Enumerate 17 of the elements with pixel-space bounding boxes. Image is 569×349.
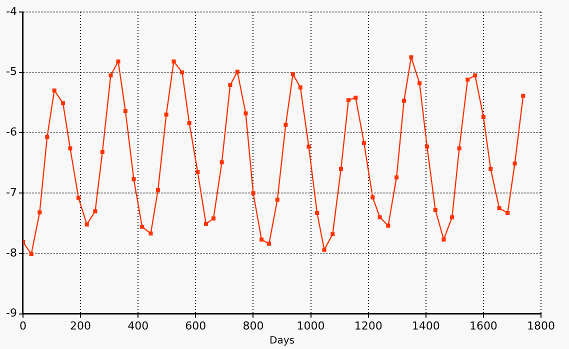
- y-tick-label: -7: [6, 186, 17, 199]
- x-tick-label: 400: [128, 319, 149, 332]
- x-tick-label: 1600: [469, 319, 498, 332]
- x-tick-label: 1000: [296, 319, 325, 332]
- y-tick-label: -6: [6, 126, 17, 139]
- x-tick-label: 800: [242, 319, 264, 332]
- y-tick-label: -9: [6, 306, 17, 320]
- y-tick-label: -4: [6, 4, 17, 18]
- y-tick-label: -5: [6, 65, 17, 78]
- x-tick-label: 1200: [354, 319, 382, 332]
- x-tick-label: 1800: [527, 319, 555, 332]
- x-tick-label: 200: [70, 319, 92, 332]
- x-tick-label: 1400: [412, 319, 440, 332]
- x-tick-label: 600: [185, 319, 206, 332]
- x-axis-title: Days: [270, 336, 294, 347]
- y-tick-label: -8: [6, 246, 17, 260]
- x-tick-label: 0: [19, 319, 26, 332]
